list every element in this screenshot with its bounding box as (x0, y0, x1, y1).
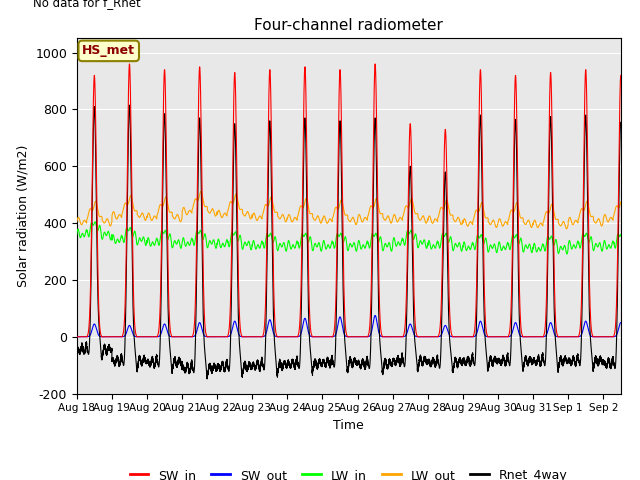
LW_in (253, 242, 261, 248)
Legend: SW_in, SW_out, LW_in, LW_out, Rnet_4way: SW_in, SW_out, LW_in, LW_out, Rnet_4way (125, 464, 573, 480)
Line: SW_in: SW_in (77, 64, 621, 337)
LW_in (376, 234, 384, 240)
SW_out (253, 334, 261, 340)
SW_in (553, 331, 561, 336)
Line: LW_out: LW_out (77, 192, 621, 229)
SW_out (122, 332, 129, 337)
LW_in (553, 240, 561, 246)
Rnet_4way (410, 326, 418, 332)
LW_out (454, 215, 462, 220)
SW_out (73, 334, 81, 340)
LW_out (553, 216, 561, 222)
SW_in (125, 61, 133, 67)
SW_out (376, 333, 384, 339)
SW_in (73, 334, 81, 340)
Text: HS_met: HS_met (82, 44, 135, 58)
LW_out (617, 199, 625, 204)
LW_in (73, 231, 81, 237)
Rnet_4way (376, 346, 384, 351)
Text: No data for f_Rnet: No data for f_Rnet (33, 0, 141, 9)
Rnet_4way (125, 102, 133, 108)
LW_out (197, 189, 205, 194)
LW_in (410, 236, 418, 241)
SW_in (376, 322, 384, 327)
SW_in (617, 72, 625, 78)
LW_out (376, 211, 384, 216)
LW_out (563, 226, 570, 232)
Rnet_4way (553, 355, 561, 361)
SW_in (454, 334, 462, 340)
LW_in (454, 241, 462, 247)
Rnet_4way (617, 120, 625, 125)
Title: Four-channel radiometer: Four-channel radiometer (254, 18, 444, 33)
SW_out (410, 332, 418, 337)
Line: LW_in: LW_in (77, 222, 621, 254)
LW_out (73, 219, 81, 225)
Line: Rnet_4way: Rnet_4way (77, 105, 621, 379)
LW_out (410, 206, 418, 212)
LW_in (617, 231, 625, 237)
Rnet_4way (454, 360, 462, 366)
SW_out (617, 320, 625, 325)
X-axis label: Time: Time (333, 419, 364, 432)
LW_in (122, 229, 129, 235)
Y-axis label: Solar radiation (W/m2): Solar radiation (W/m2) (17, 145, 29, 287)
LW_out (122, 200, 129, 206)
Rnet_4way (204, 376, 211, 382)
Line: SW_out: SW_out (77, 315, 621, 337)
SW_in (410, 295, 418, 300)
Rnet_4way (73, 346, 81, 352)
SW_in (122, 282, 129, 288)
Rnet_4way (253, 359, 261, 365)
LW_in (92, 219, 99, 225)
SW_out (553, 334, 561, 339)
LW_out (253, 217, 261, 223)
SW_out (371, 312, 379, 318)
SW_out (454, 334, 462, 340)
LW_in (563, 251, 571, 257)
SW_in (253, 334, 261, 340)
Rnet_4way (122, 313, 129, 319)
